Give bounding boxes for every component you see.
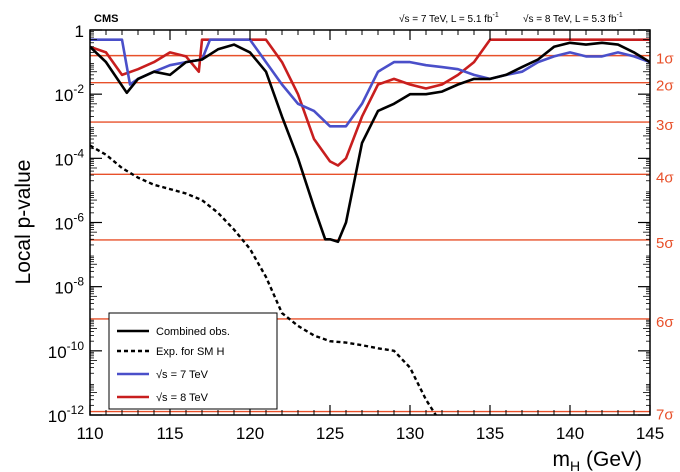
y-tick-label-0: 1	[75, 22, 84, 41]
legend: Combined obs. Exp. for SM H √s = 7 TeV √s =…	[108, 312, 278, 410]
y-axis-title: Local p-value	[12, 160, 35, 285]
series-line-s7	[90, 38, 650, 128]
y-tick-label-5: 10-10	[48, 339, 85, 362]
x-tick-label-140: 140	[556, 424, 584, 443]
x-tick-label-115: 115	[156, 424, 183, 443]
legend-label-expected: Exp. for SM H	[156, 346, 225, 358]
y-tick-label-6: 10-12	[48, 403, 85, 426]
sigma-label-6: 6σ	[656, 314, 674, 331]
sigma-label-4: 4σ	[656, 169, 674, 186]
y-tick-label-1: 10-2	[54, 82, 84, 105]
energy-label-8tev: √s = 8 TeV, L = 5.3 fb-1	[523, 12, 623, 25]
sigma-label-2: 2σ	[656, 78, 674, 95]
sigma-label-5: 5σ	[656, 235, 674, 252]
x-tick-label-135: 135	[476, 424, 504, 443]
x-axis-title: mH (GeV)	[553, 448, 642, 472]
legend-label-s7: √s = 7 TeV	[156, 369, 209, 381]
axis-ticks: 110 115 120 125 130 135 140 145 1 10-2 10-4 10-6 10-…	[48, 22, 664, 443]
y-tick-label-3: 10-6	[54, 211, 84, 234]
energy-label-7tev: √s = 7 TeV, L = 5.1 fb-1	[399, 12, 499, 25]
sigma-label-3: 3σ	[656, 117, 674, 134]
y-tick-label-4: 10-8	[54, 275, 84, 298]
series-lines	[90, 38, 650, 415]
series-line-expected	[90, 144, 438, 415]
x-tick-label-130: 130	[396, 424, 424, 443]
x-tick-label-145: 145	[636, 424, 664, 443]
x-tick-label-120: 120	[236, 424, 264, 443]
x-tick-label-125: 125	[316, 424, 344, 443]
y-tick-label-2: 10-4	[54, 146, 84, 169]
legend-label-combined: Combined obs.	[156, 326, 230, 338]
experiment-label: CMS	[94, 13, 118, 25]
series-line-s8	[90, 38, 650, 167]
x-tick-label-110: 110	[76, 424, 103, 443]
sigma-label-7: 7σ	[656, 407, 674, 424]
sigma-label-1: 1σ	[656, 51, 674, 68]
series-line-combined	[90, 41, 650, 244]
legend-box	[108, 312, 278, 410]
legend-label-s8: √s = 8 TeV	[156, 392, 209, 404]
